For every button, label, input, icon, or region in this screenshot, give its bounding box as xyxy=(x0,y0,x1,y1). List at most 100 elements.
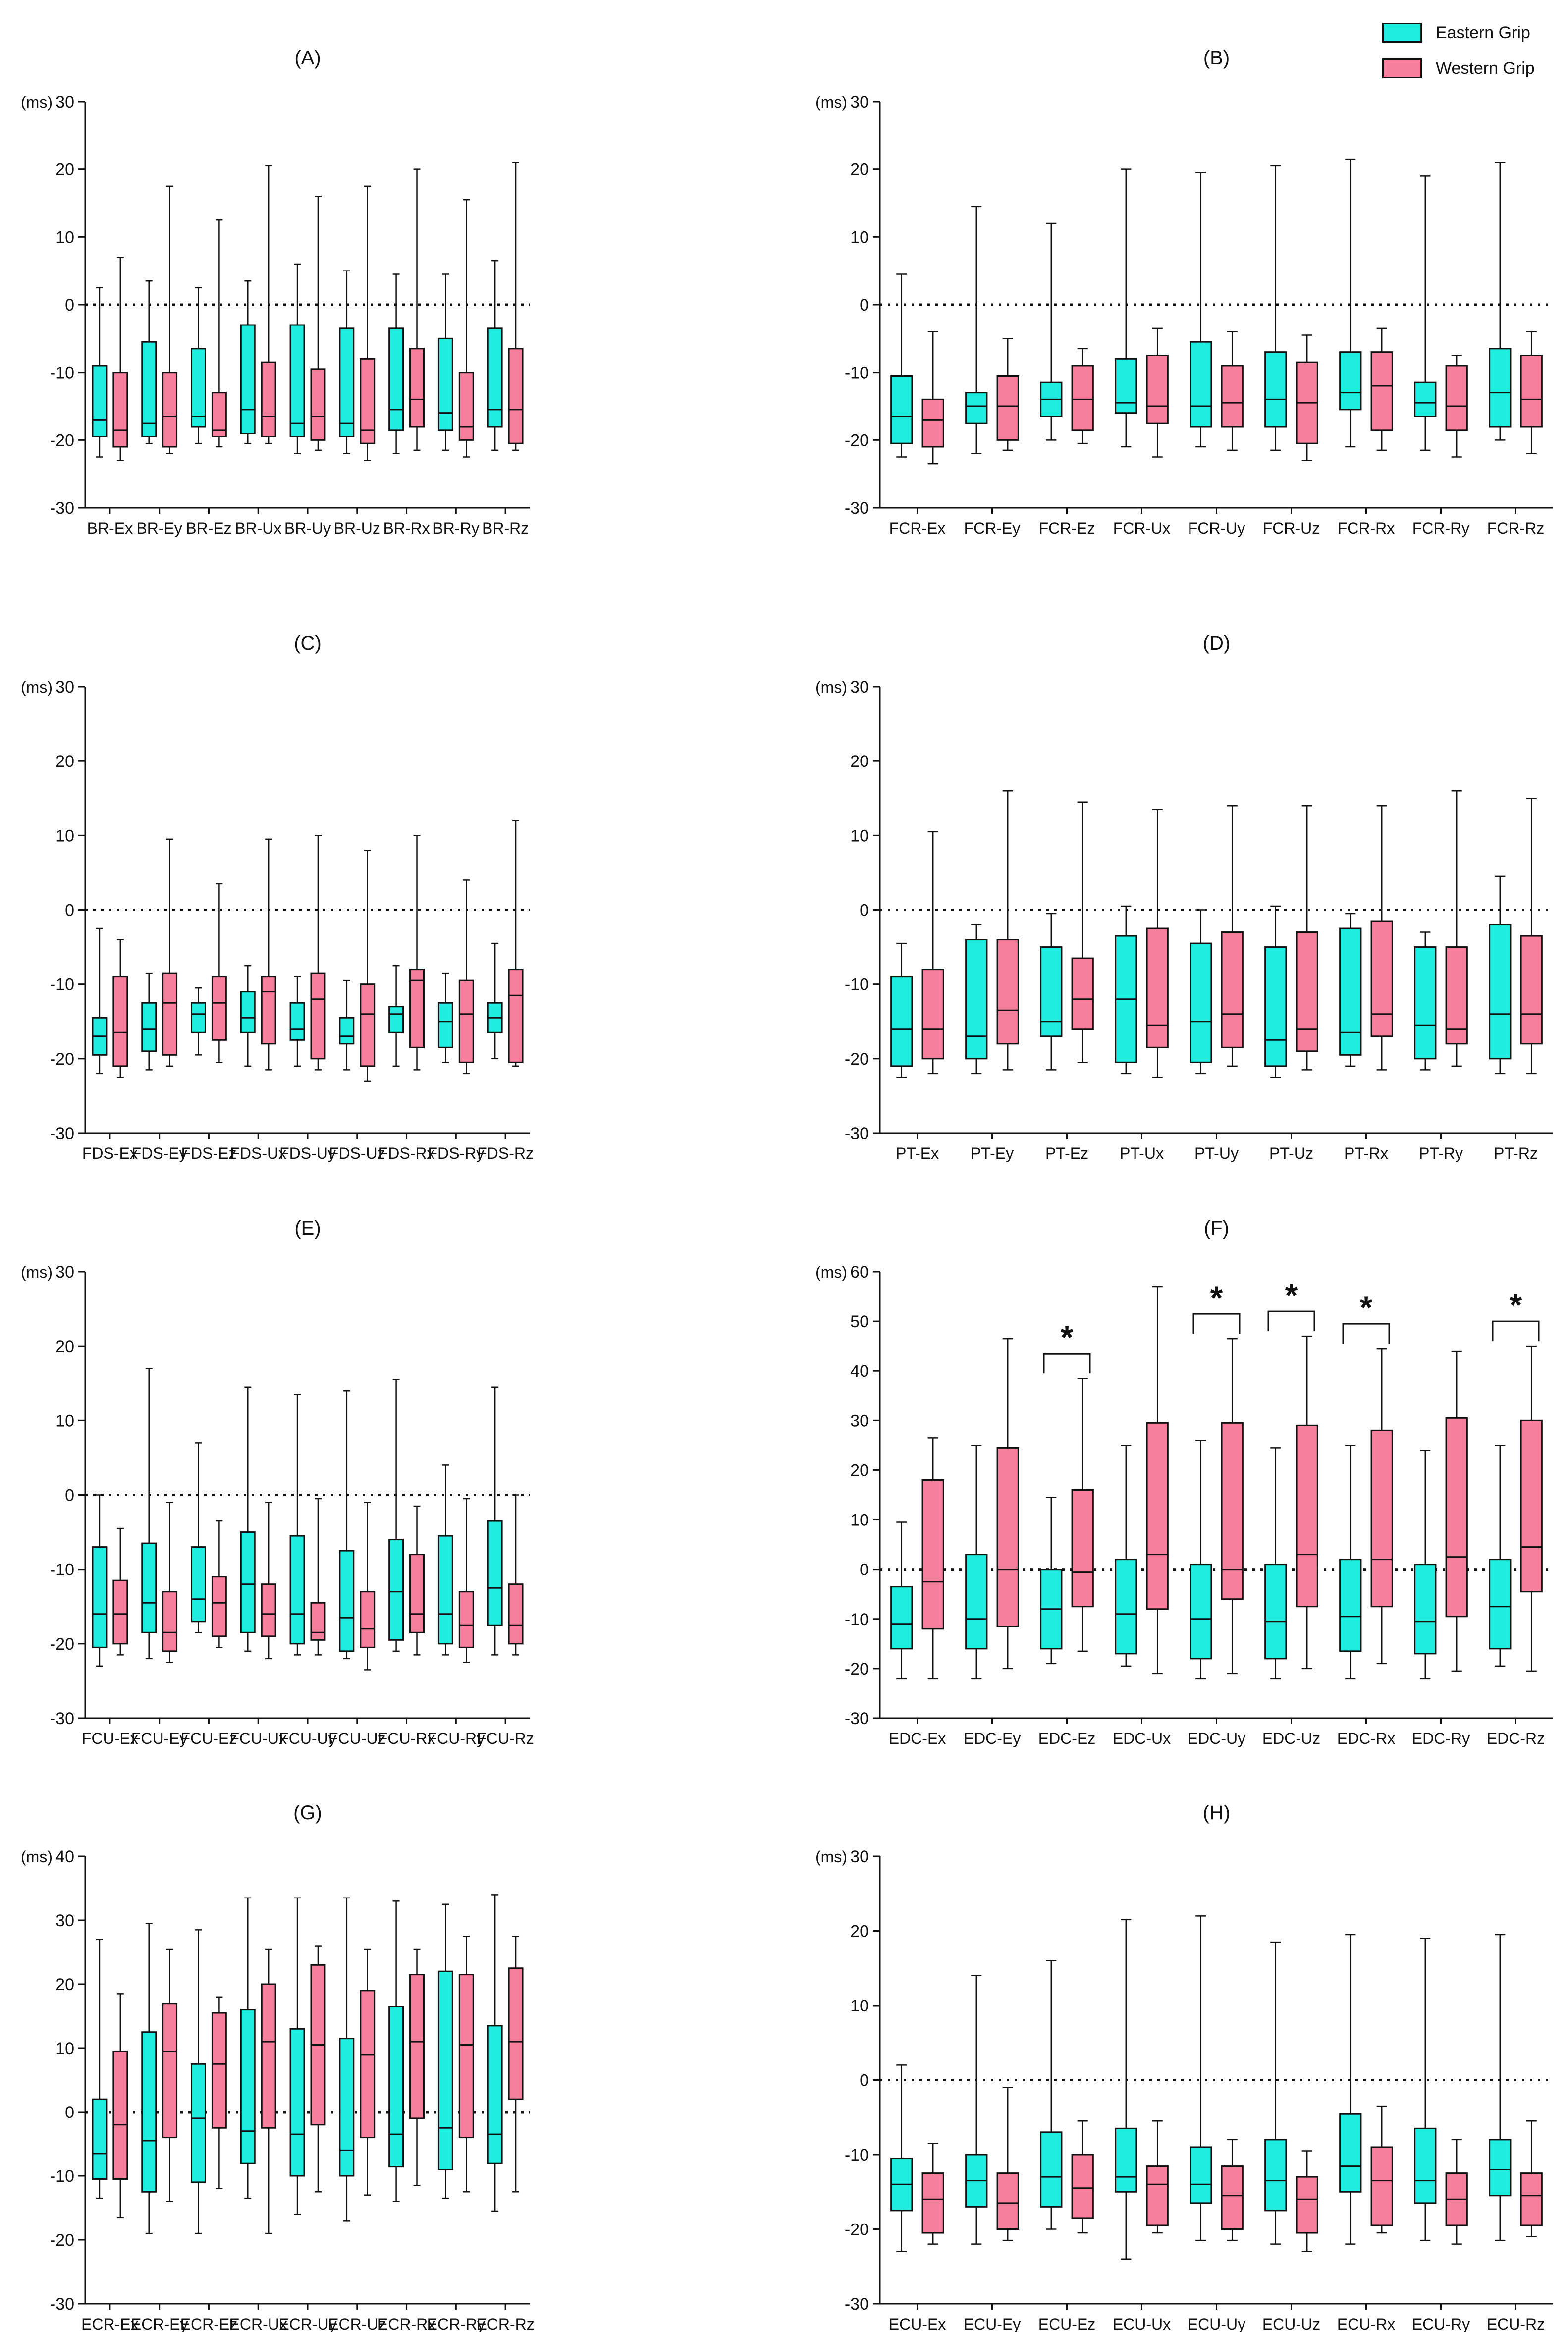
box-western-br-ex xyxy=(112,257,128,461)
iqr-box xyxy=(1489,1559,1512,1650)
iqr-box xyxy=(1520,2172,1543,2226)
iqr-box xyxy=(1190,942,1212,1063)
iqr-box xyxy=(1414,1564,1437,1655)
iqr-box xyxy=(388,327,404,431)
box-western-fcu-ex xyxy=(112,1527,128,1656)
box-eastern-ecr-rx xyxy=(388,1900,404,2202)
box-western-pt-ey xyxy=(996,790,1019,1071)
y-tick-label: -30 xyxy=(845,499,869,518)
y-tick-label: -20 xyxy=(845,1050,869,1069)
x-tick-label: FDS-Ex xyxy=(82,1144,138,1162)
box-eastern-ecu-uy xyxy=(1190,1915,1212,2241)
significance-bracket xyxy=(1192,1313,1241,1334)
box-eastern-fcu-ex xyxy=(92,1494,108,1667)
y-tick-label: 30 xyxy=(55,1263,74,1282)
box-eastern-ecr-uy xyxy=(289,1897,305,2215)
box-western-ecu-ux xyxy=(1146,2120,1169,2234)
iqr-box xyxy=(996,375,1019,441)
significance-star: * xyxy=(1210,1279,1223,1316)
iqr-box xyxy=(1520,1419,1543,1593)
y-tick-label: -20 xyxy=(845,2221,869,2239)
y-tick-label: 0 xyxy=(860,296,869,315)
box-eastern-fcr-ey xyxy=(965,206,988,454)
iqr-box xyxy=(112,1579,128,1645)
x-tick-label: FCU-Uy xyxy=(279,1730,336,1747)
iqr-box xyxy=(310,368,326,441)
box-western-br-uy xyxy=(310,196,326,451)
iqr-box xyxy=(458,979,474,1063)
y-tick-label: 60 xyxy=(850,1263,869,1282)
y-tick-label: 10 xyxy=(55,228,74,247)
iqr-box xyxy=(1071,365,1094,431)
significance-bracket xyxy=(1043,1353,1091,1374)
iqr-box xyxy=(1296,2176,1318,2234)
significance-star: * xyxy=(1061,1319,1074,1356)
iqr-box xyxy=(339,327,355,437)
box-eastern-fcr-ux xyxy=(1115,168,1137,448)
iqr-box xyxy=(310,972,326,1060)
iqr-box xyxy=(487,1520,503,1626)
x-tick-label: FCU-Ey xyxy=(131,1730,188,1747)
iqr-box xyxy=(1339,927,1362,1056)
iqr-box xyxy=(508,1967,524,2100)
box-eastern-ecr-rz xyxy=(487,1894,503,2212)
chart-panel-c: (C) (ms) -30 -20 -10 0 10 20 30 FDS-ExFDS-EyFDS-E… xyxy=(21,632,534,1162)
y-tick-label: -10 xyxy=(50,1561,74,1579)
x-tick-label: BR-Rx xyxy=(383,519,430,537)
x-tick-label: EDC-Uy xyxy=(1188,1730,1245,1747)
iqr-box xyxy=(1489,348,1512,428)
iqr-box xyxy=(141,1542,157,1633)
iqr-box xyxy=(437,337,453,431)
box-western-ecu-uy xyxy=(1221,2139,1244,2241)
iqr-box xyxy=(388,2006,404,2168)
legend-item-eastern: Eastern Grip xyxy=(1382,19,1535,47)
iqr-box xyxy=(261,1583,276,1637)
box-western-ecr-rz xyxy=(508,1936,524,2193)
y-tick-label: 20 xyxy=(850,161,869,179)
iqr-box xyxy=(141,1002,157,1052)
box-western-pt-ex xyxy=(921,831,944,1075)
box-western-fcu-rz xyxy=(508,1494,524,1656)
box-western-ecr-uz xyxy=(360,1948,376,2196)
box-eastern-edc-ey xyxy=(965,1445,988,1680)
y-tick-label: -10 xyxy=(845,364,869,382)
iqr-box xyxy=(921,969,944,1060)
y-tick-label: 30 xyxy=(55,1911,74,1930)
box-eastern-br-ry xyxy=(437,273,453,451)
box-western-ecr-ux xyxy=(261,1948,276,2234)
box-eastern-fcr-ex xyxy=(890,273,913,458)
box-western-fcu-ez xyxy=(211,1520,227,1648)
iqr-box xyxy=(1370,351,1393,431)
iqr-box xyxy=(1489,924,1512,1060)
iqr-box xyxy=(240,324,256,434)
box-eastern-fcu-ez xyxy=(191,1442,206,1633)
chart-title: (B) xyxy=(1203,47,1230,69)
iqr-box xyxy=(890,976,913,1067)
box-eastern-fcu-ry xyxy=(437,1464,453,1656)
iqr-box xyxy=(1071,957,1094,1030)
x-tick-label: ECR-Ex xyxy=(81,2315,139,2332)
box-eastern-edc-ry xyxy=(1414,1450,1437,1680)
y-tick-label: 20 xyxy=(55,752,74,771)
y-tick-label: -10 xyxy=(845,1610,869,1629)
iqr-box xyxy=(508,969,524,1063)
box-western-ecu-ex xyxy=(921,2143,944,2245)
iqr-box xyxy=(1339,351,1362,411)
iqr-box xyxy=(310,1602,326,1641)
y-tick-label: 0 xyxy=(65,901,74,920)
box-eastern-ecr-uz xyxy=(339,1897,355,2222)
box-western-br-ry xyxy=(458,199,474,458)
x-tick-label: EDC-Uz xyxy=(1262,1730,1320,1747)
x-tick-label: FCR-Ry xyxy=(1412,519,1470,537)
x-tick-label: ECU-Ez xyxy=(1038,2315,1096,2332)
iqr-box xyxy=(409,348,425,428)
box-western-fds-rx xyxy=(409,835,425,1071)
box-eastern-fcu-uy xyxy=(289,1394,305,1656)
iqr-box xyxy=(1221,931,1244,1048)
iqr-box xyxy=(1264,351,1287,428)
iqr-box xyxy=(508,348,524,444)
x-tick-label: FCR-Ez xyxy=(1039,519,1095,537)
x-tick-label: EDC-Ux xyxy=(1113,1730,1171,1747)
x-tick-label: PT-Ex xyxy=(896,1144,939,1162)
iqr-box xyxy=(191,1002,206,1033)
